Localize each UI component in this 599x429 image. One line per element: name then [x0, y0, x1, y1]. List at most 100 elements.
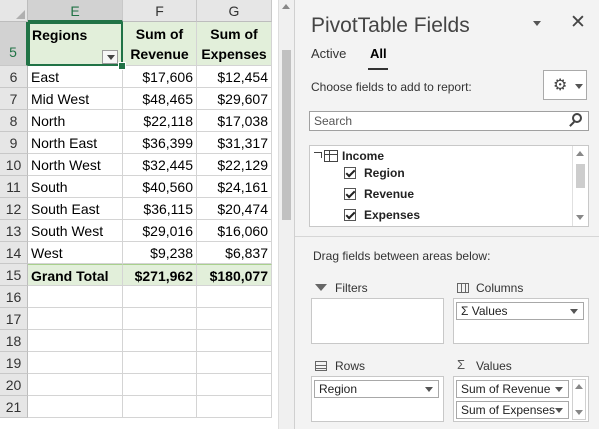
- sheet-vertical-scrollbar[interactable]: [278, 0, 294, 429]
- scroll-down-icon[interactable]: [576, 215, 584, 220]
- empty-cell[interactable]: [123, 286, 197, 308]
- region-cell[interactable]: West: [28, 242, 123, 264]
- expenses-cell[interactable]: $20,474: [197, 198, 272, 220]
- values-area-scrollbar[interactable]: [572, 379, 586, 420]
- fill-handle[interactable]: [118, 62, 126, 70]
- empty-cell[interactable]: [197, 374, 272, 396]
- revenue-cell[interactable]: $36,115: [123, 198, 197, 220]
- empty-cell[interactable]: [28, 352, 123, 374]
- region-cell[interactable]: Mid West: [28, 88, 123, 110]
- field-checkbox-revenue[interactable]: [344, 188, 356, 200]
- empty-cell[interactable]: [197, 286, 272, 308]
- region-cell[interactable]: South West: [28, 220, 123, 242]
- revenue-cell[interactable]: $36,399: [123, 132, 197, 154]
- rows-region-chip[interactable]: Region: [314, 380, 439, 398]
- empty-cell[interactable]: [28, 308, 123, 330]
- region-cell[interactable]: East: [28, 66, 123, 88]
- row-header[interactable]: 15: [0, 264, 28, 286]
- row-header[interactable]: 8: [0, 110, 28, 132]
- revenue-cell[interactable]: $9,238: [123, 242, 197, 264]
- revenue-cell[interactable]: $48,465: [123, 88, 197, 110]
- row-header[interactable]: 7: [0, 88, 28, 110]
- row-header[interactable]: 18: [0, 330, 28, 352]
- row-header[interactable]: 16: [0, 286, 28, 308]
- values-drop-area[interactable]: Sum of Revenue Sum of Expenses: [453, 376, 589, 422]
- row-header[interactable]: 12: [0, 198, 28, 220]
- scroll-up-icon[interactable]: [282, 4, 290, 9]
- row-header[interactable]: 20: [0, 374, 28, 396]
- region-cell[interactable]: South East: [28, 198, 123, 220]
- empty-cell[interactable]: [123, 308, 197, 330]
- empty-cell[interactable]: [123, 396, 197, 418]
- search-icon[interactable]: [572, 113, 582, 123]
- empty-cell[interactable]: [28, 374, 123, 396]
- region-cell[interactable]: North: [28, 110, 123, 132]
- grand-total-revenue[interactable]: $271,962: [123, 264, 197, 286]
- expenses-cell[interactable]: $12,454: [197, 66, 272, 88]
- scroll-thumb[interactable]: [576, 164, 585, 188]
- field-settings-button[interactable]: ⚙: [543, 70, 587, 100]
- revenue-cell[interactable]: $17,606: [123, 66, 197, 88]
- row-header[interactable]: 11: [0, 176, 28, 198]
- empty-cell[interactable]: [28, 396, 123, 418]
- grand-total-expenses[interactable]: $180,077: [197, 264, 272, 286]
- empty-cell[interactable]: [123, 330, 197, 352]
- column-header-g[interactable]: G: [197, 0, 272, 22]
- pivot-header-revenue[interactable]: Sum of Revenue: [123, 22, 197, 66]
- chevron-down-icon[interactable]: [570, 309, 578, 314]
- filters-drop-area[interactable]: [311, 298, 444, 344]
- revenue-cell[interactable]: $32,445: [123, 154, 197, 176]
- empty-cell[interactable]: [197, 352, 272, 374]
- row-header[interactable]: 5: [0, 22, 28, 66]
- rows-drop-area[interactable]: Region: [311, 376, 444, 422]
- field-list-scrollbar[interactable]: [572, 146, 588, 226]
- expenses-cell[interactable]: $16,060: [197, 220, 272, 242]
- row-header[interactable]: 14: [0, 242, 28, 264]
- expenses-cell[interactable]: $24,161: [197, 176, 272, 198]
- field-label-region[interactable]: Region: [364, 166, 405, 180]
- field-search-input[interactable]: Search: [309, 111, 589, 131]
- expenses-cell[interactable]: $31,317: [197, 132, 272, 154]
- row-header[interactable]: 10: [0, 154, 28, 176]
- chevron-down-icon[interactable]: [425, 387, 433, 392]
- chevron-down-icon[interactable]: [555, 387, 563, 392]
- values-sum-expenses-chip[interactable]: Sum of Expenses: [456, 401, 569, 419]
- chevron-down-icon[interactable]: [555, 408, 563, 413]
- grand-total-label[interactable]: Grand Total: [28, 264, 123, 286]
- pane-options-chevron-icon[interactable]: [533, 21, 541, 26]
- empty-cell[interactable]: [197, 396, 272, 418]
- region-cell[interactable]: North West: [28, 154, 123, 176]
- region-cell[interactable]: North East: [28, 132, 123, 154]
- expenses-cell[interactable]: $29,607: [197, 88, 272, 110]
- expenses-cell[interactable]: $6,837: [197, 242, 272, 264]
- empty-cell[interactable]: [123, 352, 197, 374]
- filter-dropdown-icon[interactable]: [102, 50, 118, 64]
- row-header[interactable]: 19: [0, 352, 28, 374]
- empty-cell[interactable]: [123, 374, 197, 396]
- field-label-revenue[interactable]: Revenue: [364, 187, 415, 201]
- columns-drop-area[interactable]: Σ Values: [453, 298, 589, 344]
- select-all-corner[interactable]: [0, 0, 28, 22]
- revenue-cell[interactable]: $40,560: [123, 176, 197, 198]
- tab-all[interactable]: All: [370, 46, 387, 61]
- row-header[interactable]: 9: [0, 132, 28, 154]
- scroll-thumb[interactable]: [282, 50, 291, 220]
- revenue-cell[interactable]: $29,016: [123, 220, 197, 242]
- row-header[interactable]: 21: [0, 396, 28, 418]
- revenue-cell[interactable]: $22,118: [123, 110, 197, 132]
- row-header[interactable]: 17: [0, 308, 28, 330]
- empty-cell[interactable]: [28, 286, 123, 308]
- field-checkbox-expenses[interactable]: [344, 209, 356, 221]
- empty-cell[interactable]: [197, 308, 272, 330]
- empty-cell[interactable]: [197, 330, 272, 352]
- row-header[interactable]: 6: [0, 66, 28, 88]
- collapse-icon[interactable]: [314, 152, 321, 153]
- field-checkbox-region[interactable]: [344, 167, 356, 179]
- values-sum-revenue-chip[interactable]: Sum of Revenue: [456, 380, 569, 398]
- close-icon[interactable]: ✕: [570, 12, 586, 33]
- columns-values-chip[interactable]: Σ Values: [456, 302, 584, 320]
- scroll-up-icon[interactable]: [575, 384, 583, 389]
- scroll-up-icon[interactable]: [576, 151, 584, 156]
- expenses-cell[interactable]: $22,129: [197, 154, 272, 176]
- pivot-header-expenses[interactable]: Sum of Expenses: [197, 22, 272, 66]
